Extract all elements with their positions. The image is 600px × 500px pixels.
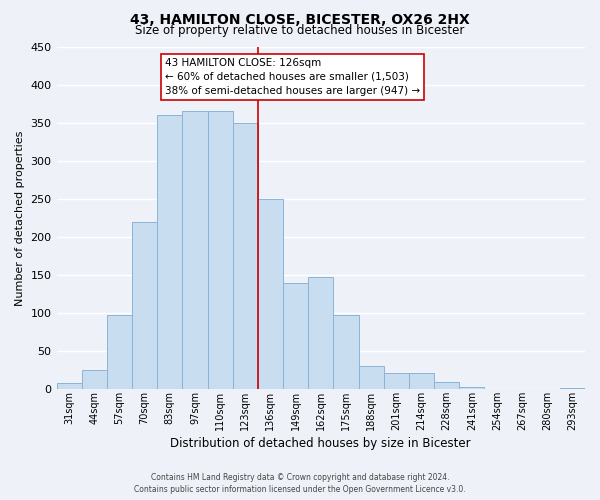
Bar xyxy=(434,382,459,390)
Bar xyxy=(258,199,283,390)
Bar xyxy=(107,314,132,390)
Bar xyxy=(560,388,585,390)
Bar xyxy=(484,388,509,390)
Bar xyxy=(233,122,258,390)
Bar xyxy=(132,222,157,390)
Bar xyxy=(359,366,383,390)
Bar xyxy=(509,388,535,390)
Bar xyxy=(334,316,359,390)
Bar xyxy=(409,372,434,390)
Bar xyxy=(283,282,308,390)
Y-axis label: Number of detached properties: Number of detached properties xyxy=(15,130,25,306)
X-axis label: Distribution of detached houses by size in Bicester: Distribution of detached houses by size … xyxy=(170,437,471,450)
Text: Size of property relative to detached houses in Bicester: Size of property relative to detached ho… xyxy=(136,24,464,37)
Bar xyxy=(208,111,233,390)
Bar xyxy=(383,372,409,390)
Text: 43 HAMILTON CLOSE: 126sqm
← 60% of detached houses are smaller (1,503)
38% of se: 43 HAMILTON CLOSE: 126sqm ← 60% of detac… xyxy=(165,58,420,96)
Bar xyxy=(157,115,182,390)
Text: Contains HM Land Registry data © Crown copyright and database right 2024.
Contai: Contains HM Land Registry data © Crown c… xyxy=(134,472,466,494)
Bar xyxy=(308,276,334,390)
Bar xyxy=(459,387,484,390)
Bar xyxy=(56,383,82,390)
Bar xyxy=(182,111,208,390)
Text: 43, HAMILTON CLOSE, BICESTER, OX26 2HX: 43, HAMILTON CLOSE, BICESTER, OX26 2HX xyxy=(130,12,470,26)
Bar xyxy=(82,370,107,390)
